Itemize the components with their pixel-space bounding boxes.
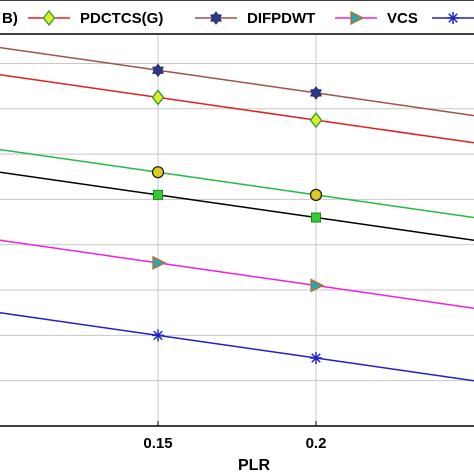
- legend-label: DIFPDWT: [247, 10, 315, 27]
- s-brown-marker: [310, 86, 322, 100]
- s-black-marker: [153, 189, 163, 200]
- s-black-marker: [311, 212, 321, 223]
- s-blue-marker: [310, 352, 322, 365]
- s-black-line: [0, 171, 474, 241]
- x-tick-label: 0.2: [306, 435, 327, 452]
- s-vcs-marker: [152, 255, 167, 270]
- s-blue-line: [0, 311, 474, 382]
- s-pdctcs-marker: [309, 188, 323, 202]
- x-tick-label: 0.15: [143, 435, 172, 452]
- s-brown-marker: [152, 63, 164, 78]
- legend-marker: [42, 9, 56, 27]
- asterisk-stroke: [153, 330, 163, 341]
- legend-label: B): [2, 10, 18, 27]
- legend-marker: [447, 12, 459, 24]
- s-vcs-marker: [310, 278, 325, 293]
- s-pdctcs-marker: [151, 166, 165, 179]
- asterisk-stroke: [448, 13, 458, 23]
- legend-item: PDCTCS(G): [28, 9, 163, 27]
- series-layer: [0, 46, 474, 382]
- x-axis-label: PLR: [238, 457, 270, 474]
- legend-item: [432, 12, 474, 24]
- legend: B) PDCTCS(G) DIFPDWT VCS: [0, 0, 474, 35]
- legend-marker: [350, 10, 365, 26]
- legend-label: VCS: [387, 10, 418, 27]
- legend-box: [0, 0, 474, 35]
- legend-item: DIFPDWT: [195, 10, 315, 27]
- s-difpdwt-line: [0, 74, 474, 144]
- legend-item: VCS: [335, 10, 418, 27]
- legend-marker: [210, 11, 222, 25]
- asterisk-stroke: [311, 353, 321, 363]
- s-difpdwt-marker: [309, 112, 323, 129]
- s-difpdwt-marker: [151, 89, 165, 106]
- legend-label: PDCTCS(G): [80, 10, 163, 27]
- s-brown-line: [0, 46, 474, 117]
- x-ticks: 0.15 0.2: [143, 421, 326, 452]
- s-pdctcs-line: [0, 148, 474, 219]
- s-vcs-line: [0, 239, 474, 309]
- s-blue-marker: [152, 329, 164, 342]
- plot-area: [0, 0, 474, 426]
